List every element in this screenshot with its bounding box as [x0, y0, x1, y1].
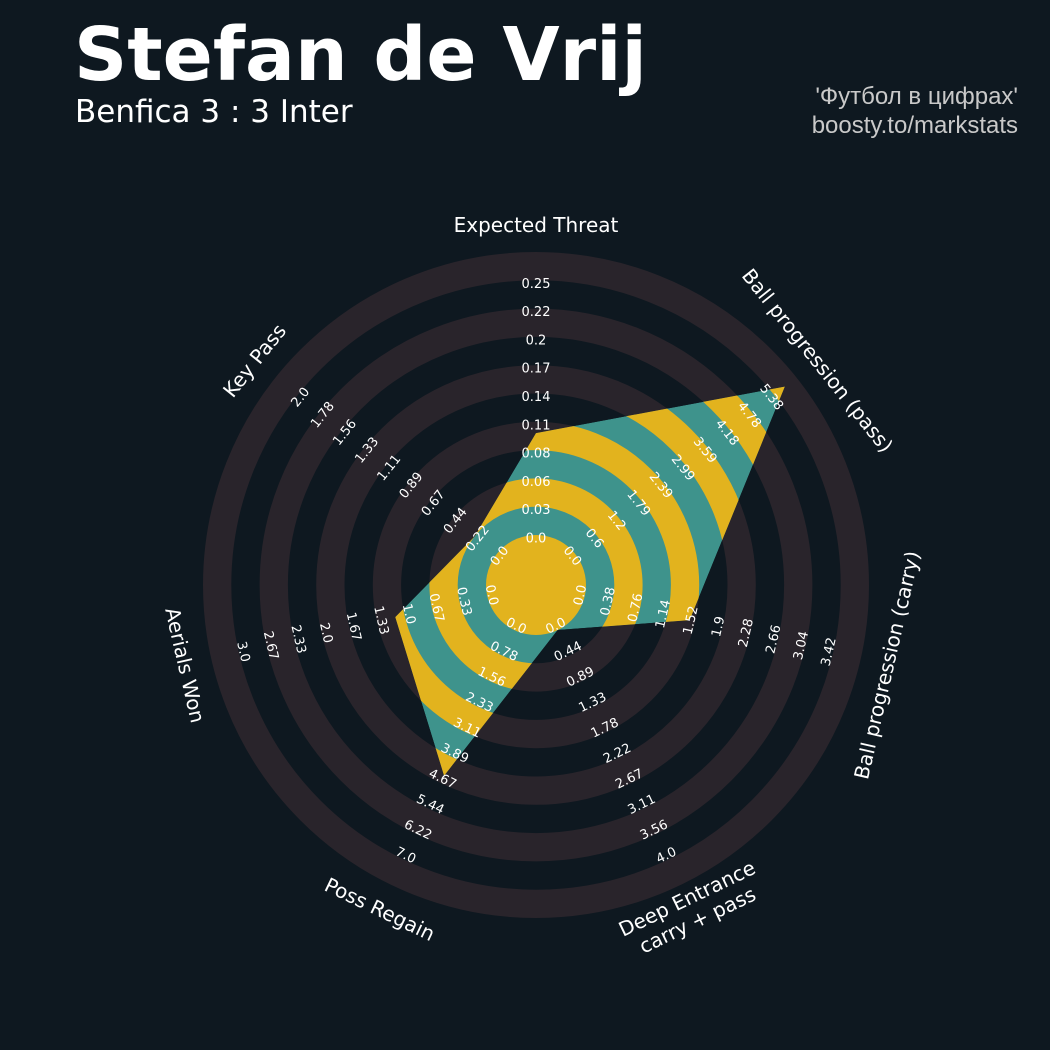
credit-block: 'Футбол в цифрах' boosty.to/markstats [812, 82, 1018, 140]
axis-tick-label: 2.28 [736, 617, 757, 649]
axis-tick-label: 0.76 [625, 592, 646, 624]
axis-tick-label: 3.04 [791, 630, 812, 662]
background-ring [202, 251, 870, 919]
axis-parameter-label-line: Aerials Won [160, 605, 210, 725]
axis-tick-label: 0.2 [526, 333, 547, 348]
axis-parameter-label: Aerials Won [160, 605, 210, 725]
axis-tick-label: 0.08 [522, 447, 551, 462]
axis-tick-label: 1.0 [399, 602, 418, 626]
background-ring [259, 308, 813, 862]
axis-tick-label: 0.03 [522, 503, 551, 518]
axis-tick-label: 2.33 [287, 624, 308, 656]
axis-tick-label: 0.25 [522, 277, 551, 292]
match-subtitle: Benfica 3 : 3 Inter [75, 94, 353, 130]
axis-tick-label: 1.52 [681, 605, 702, 637]
axis-tick-label: 3.42 [819, 636, 840, 668]
axis-tick-label: 1.9 [709, 615, 728, 639]
credit-line-1: 'Футбол в цифрах' [815, 83, 1018, 110]
credit-line-2: boosty.to/markstats [811, 112, 1018, 139]
axis-tick-label: 2.66 [763, 624, 784, 656]
axis-tick-label: 3.0 [233, 640, 252, 664]
background-ring [316, 365, 756, 805]
axis-tick-label: 0.22 [522, 305, 551, 320]
player-name-title: Stefan de Vrij [74, 12, 647, 98]
axis-tick-label: 1.33 [370, 605, 391, 637]
axis-tick-label: 0.17 [522, 362, 551, 377]
axis-tick-label: 2.0 [316, 621, 335, 645]
axis-tick-label: 0.06 [522, 475, 551, 490]
axis-tick-label: 0.11 [522, 418, 551, 433]
radar-polygon-center-band [486, 535, 586, 635]
axis-tick-label: 0.0 [482, 583, 501, 607]
axis-tick-label: 0.0 [526, 532, 547, 547]
axis-tick-label: 2.67 [260, 630, 281, 662]
axis-tick-label: 0.38 [598, 586, 619, 618]
axis-tick-label: 1.67 [343, 611, 364, 643]
axis-tick-label: 0.14 [522, 390, 551, 405]
axis-tick-label: 0.0 [571, 583, 590, 607]
axis-parameter-label-line: Expected Threat [454, 213, 619, 237]
axis-tick-label: 0.67 [425, 592, 446, 624]
axis-tick-label: 0.33 [453, 586, 474, 618]
axis-parameter-label: Expected Threat [454, 213, 619, 237]
axis-tick-label: 1.14 [653, 598, 674, 630]
